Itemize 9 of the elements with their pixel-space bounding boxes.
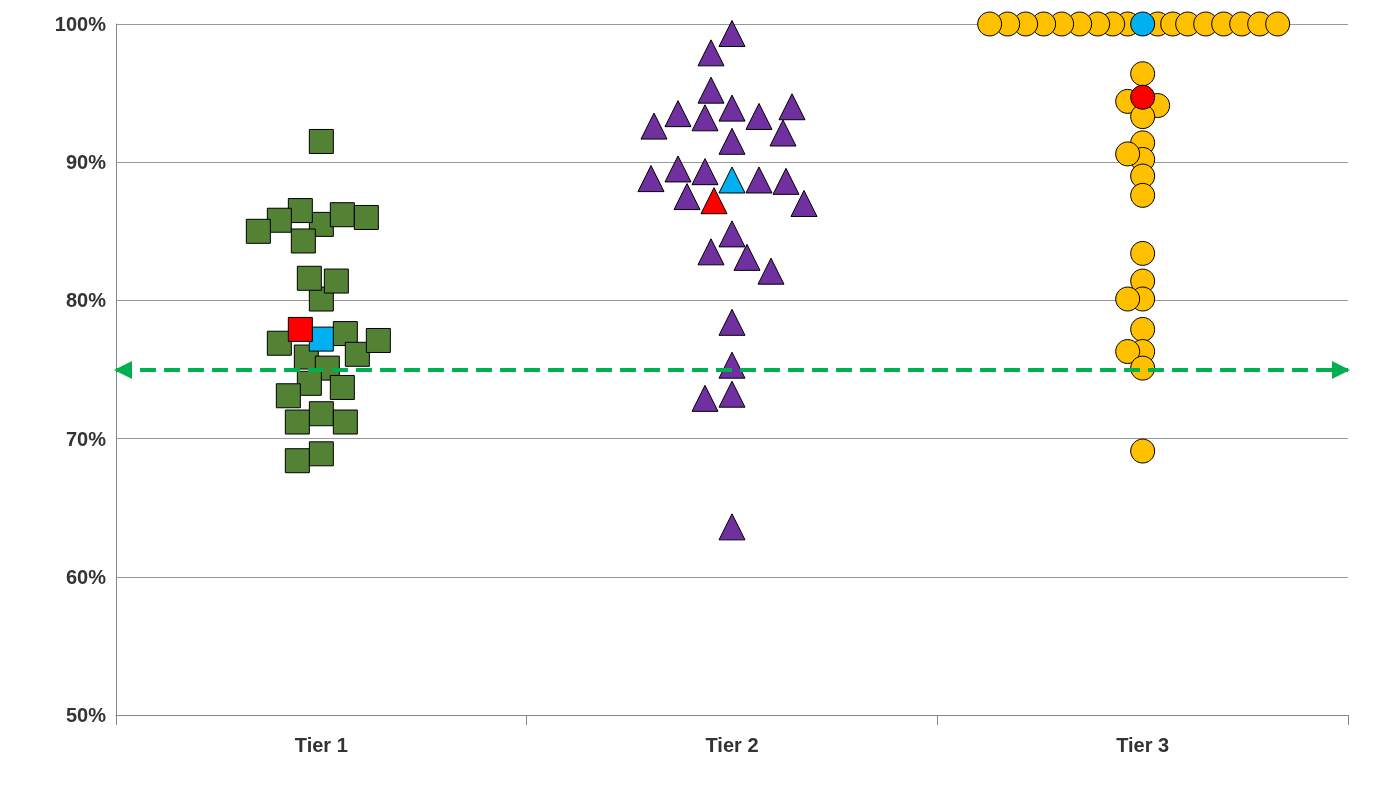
x-tick-label: Tier 2	[705, 734, 759, 756]
x-tick-label: Tier 3	[1116, 734, 1170, 756]
x-tick-label: Tier 1	[294, 734, 348, 756]
y-tick-label: 50%	[65, 704, 107, 726]
y-tick-label: 100%	[54, 13, 107, 35]
y-tick-label: 60%	[65, 565, 107, 588]
y-tick-label: 70%	[65, 427, 107, 450]
y-tick-label: 80%	[65, 289, 107, 312]
y-tick-label: 90%	[65, 151, 107, 174]
